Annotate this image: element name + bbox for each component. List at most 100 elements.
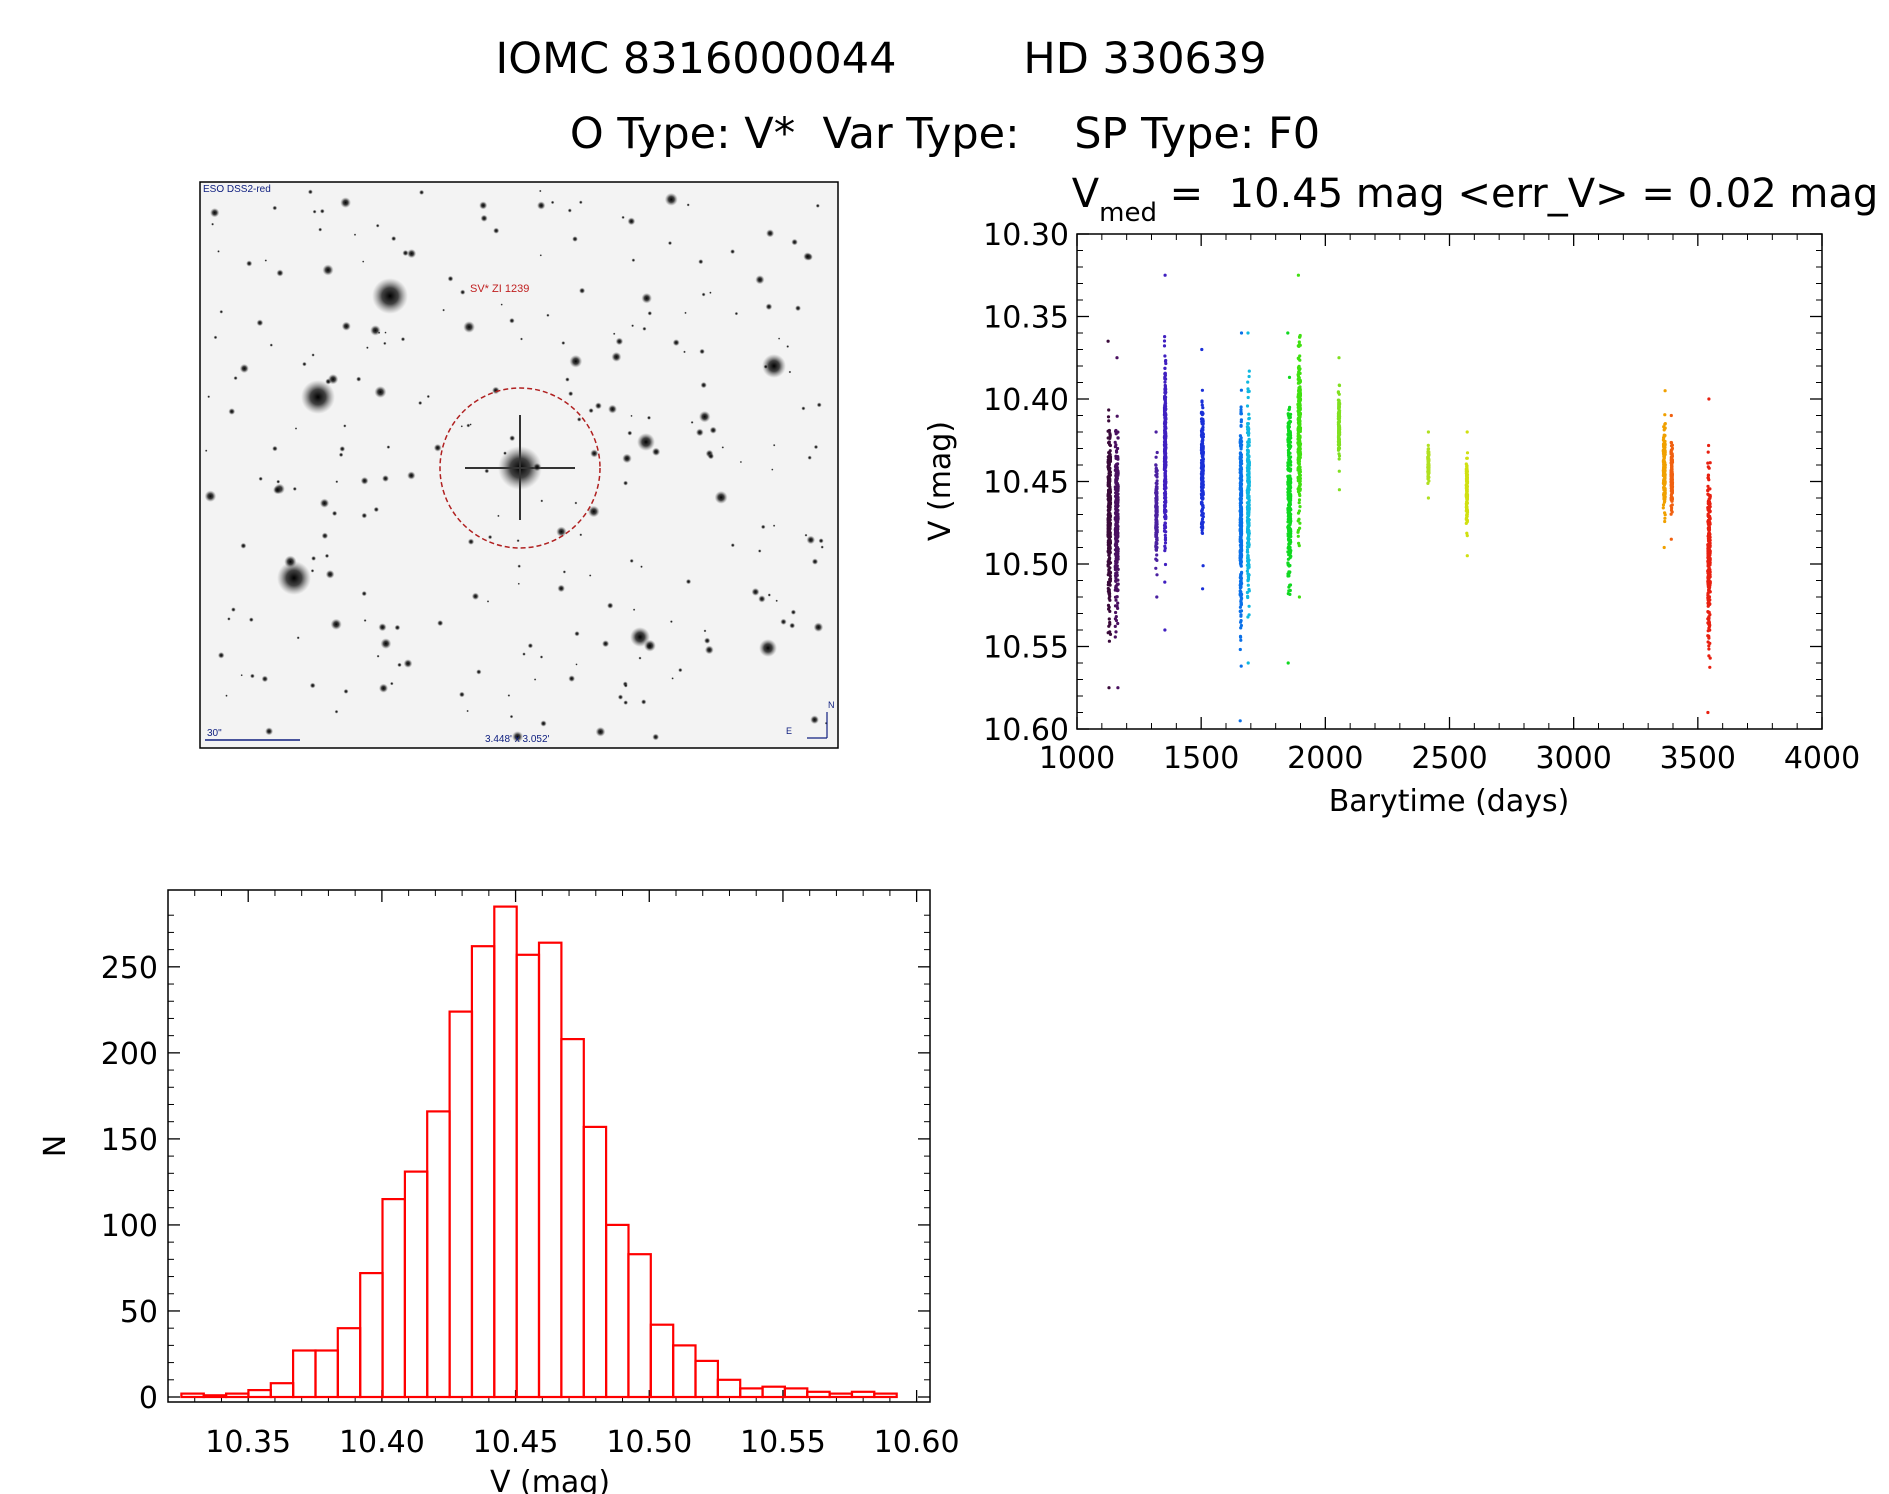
lc-point-g12 bbox=[1661, 452, 1666, 456]
lc-point-g3 bbox=[1163, 487, 1167, 491]
histogram-bar-16 bbox=[537, 941, 563, 1399]
faint-star-171 bbox=[340, 197, 351, 209]
lc-point-g12 bbox=[1662, 465, 1666, 469]
lc-point-g4 bbox=[1201, 492, 1205, 497]
lc-point-g5 bbox=[1240, 474, 1244, 478]
faint-star-144 bbox=[407, 249, 417, 259]
histogram-bar-24 bbox=[716, 1378, 742, 1399]
lc-point-g1 bbox=[1114, 535, 1118, 539]
faint-star-222 bbox=[250, 673, 255, 679]
lc-point-g11 bbox=[1465, 430, 1469, 434]
lc-point-g11 bbox=[1465, 489, 1469, 493]
lc-point-g6 bbox=[1247, 412, 1251, 416]
faint-star-76 bbox=[532, 462, 542, 472]
lc-point-g10 bbox=[1426, 447, 1430, 451]
lc-point-g7 bbox=[1286, 436, 1290, 440]
histogram-bar-5 bbox=[292, 1349, 317, 1399]
faint-star-128 bbox=[248, 617, 254, 623]
lc-point-g4 bbox=[1200, 403, 1204, 407]
faint-star-213 bbox=[486, 600, 490, 603]
lc-point-g8 bbox=[1296, 356, 1300, 360]
faint-star-194 bbox=[539, 254, 542, 257]
faint-star-118 bbox=[667, 241, 673, 246]
lc-point-g2 bbox=[1155, 491, 1159, 495]
faint-star-259 bbox=[487, 534, 493, 540]
light-curve-chart: Vmed = 10.45 mag <err_V> = 0.02 mag 1000… bbox=[923, 171, 1878, 819]
faint-star-161 bbox=[638, 656, 642, 660]
lc-point-g0 bbox=[1107, 607, 1111, 611]
lc-point-g9 bbox=[1337, 406, 1341, 410]
lc-point-g1 bbox=[1115, 547, 1119, 552]
faint-star-10 bbox=[476, 669, 482, 675]
h-xtick-label-4: 10.55 bbox=[740, 1425, 826, 1460]
histogram-bar-22 bbox=[671, 1344, 697, 1399]
lc-point-g14 bbox=[1707, 644, 1711, 648]
lc-point-g5 bbox=[1239, 541, 1244, 545]
lc-point-g14 bbox=[1708, 487, 1712, 491]
lc-point-g5 bbox=[1239, 423, 1243, 428]
lc-point-g12 bbox=[1663, 519, 1667, 524]
histogram-bar-18 bbox=[582, 1125, 608, 1399]
lc-point-g9 bbox=[1336, 398, 1340, 402]
lc-point-g4 bbox=[1201, 564, 1205, 568]
faint-star-258 bbox=[646, 415, 652, 420]
lc-point-g0 bbox=[1106, 482, 1110, 486]
north-label: N bbox=[828, 700, 835, 710]
lc-point-g14 bbox=[1706, 484, 1710, 488]
lc-point-g7 bbox=[1287, 428, 1291, 433]
lc-point-g6 bbox=[1246, 495, 1250, 499]
lc-point-g6 bbox=[1245, 453, 1250, 457]
faint-star-225 bbox=[810, 715, 819, 725]
lc-point-g1 bbox=[1114, 466, 1118, 470]
lc-point-g0 bbox=[1107, 568, 1111, 572]
faint-star-82 bbox=[700, 381, 707, 389]
faint-star-238 bbox=[321, 532, 329, 540]
histogram-bar-6 bbox=[314, 1349, 339, 1399]
lc-point-g6 bbox=[1247, 513, 1251, 517]
lc-point-g0 bbox=[1108, 497, 1112, 501]
faint-star-111 bbox=[386, 445, 391, 449]
title-hd: HD 330639 bbox=[1023, 34, 1266, 84]
lc-point-g6 bbox=[1246, 661, 1250, 665]
faint-star-131 bbox=[550, 200, 555, 205]
faint-star-250 bbox=[437, 620, 444, 627]
faint-star-18 bbox=[588, 574, 592, 577]
lc-point-g3 bbox=[1163, 562, 1168, 567]
lc-point-g0 bbox=[1107, 592, 1111, 597]
lc-point-g3 bbox=[1163, 461, 1167, 466]
lc-point-g1 bbox=[1116, 601, 1120, 605]
lc-point-g4 bbox=[1200, 451, 1204, 455]
lc-point-g10 bbox=[1426, 460, 1430, 464]
faint-star-253 bbox=[366, 346, 369, 350]
faint-star-234 bbox=[804, 533, 808, 537]
faint-star-83 bbox=[772, 443, 776, 447]
faint-star-239 bbox=[590, 449, 599, 458]
faint-star-142 bbox=[576, 417, 582, 422]
lc-point-g13 bbox=[1669, 472, 1673, 476]
faint-star-173 bbox=[751, 587, 760, 596]
title-types: O Type: V* Var Type: SP Type: F0 bbox=[570, 109, 1320, 159]
lc-point-g7 bbox=[1287, 407, 1291, 411]
faint-star-191 bbox=[233, 376, 238, 381]
faint-star-68 bbox=[319, 208, 325, 214]
lc-point-g6 bbox=[1246, 425, 1250, 429]
lc-point-g2 bbox=[1155, 537, 1159, 542]
lc-point-g14 bbox=[1707, 527, 1711, 532]
lc-point-g8 bbox=[1298, 414, 1302, 418]
lc-point-g7 bbox=[1286, 661, 1290, 665]
lc-point-g7 bbox=[1287, 525, 1291, 530]
lc-point-g0 bbox=[1106, 586, 1110, 591]
faint-star-86 bbox=[595, 726, 606, 737]
lc-point-g4 bbox=[1200, 489, 1204, 493]
faint-star-251 bbox=[407, 471, 416, 480]
lc-point-g5 bbox=[1239, 664, 1243, 668]
lc-point-g6 bbox=[1247, 573, 1251, 577]
lc-point-g11 bbox=[1465, 501, 1469, 505]
lc-point-g8 bbox=[1297, 541, 1301, 545]
lc-point-g0 bbox=[1108, 544, 1112, 548]
faint-star-77 bbox=[384, 331, 387, 334]
histogram-bar-20 bbox=[627, 1253, 652, 1399]
faint-star-29 bbox=[643, 639, 656, 652]
faint-star-98 bbox=[469, 423, 472, 426]
faint-star-42 bbox=[339, 446, 346, 452]
